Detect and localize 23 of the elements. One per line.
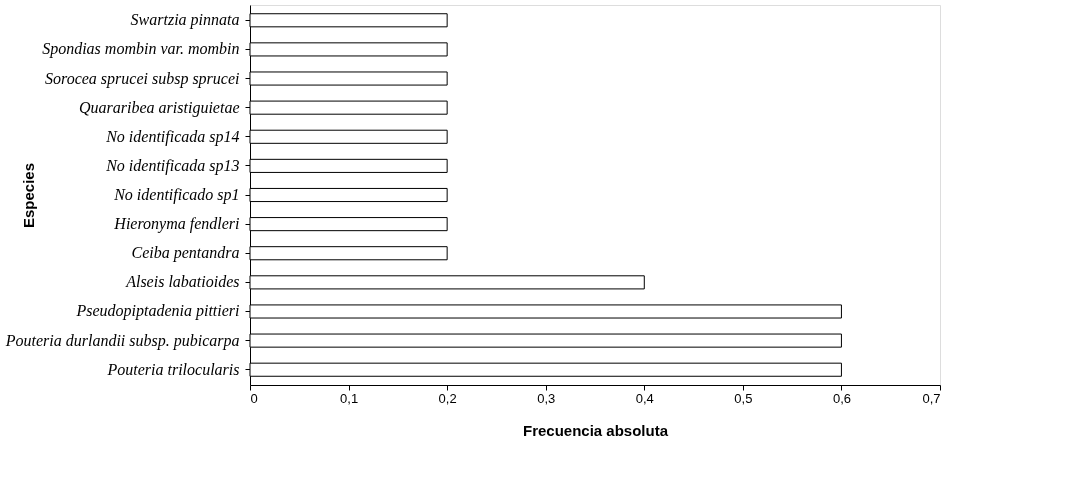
y-tick-label: Pseudopiptadenia pittieri bbox=[75, 302, 240, 321]
y-tick-label: Pouteria trilocularis bbox=[106, 360, 240, 378]
y-tick-label: No identificado sp1 bbox=[113, 186, 240, 204]
x-tick-label: 0,4 bbox=[635, 390, 654, 406]
x-tick-label: 0,5 bbox=[734, 390, 753, 406]
x-tick-label: 0,2 bbox=[438, 390, 457, 406]
x-tick-label: 0,1 bbox=[340, 390, 359, 406]
y-tick-label: No identificada sp13 bbox=[105, 156, 240, 175]
y-tick-label: Swartzia pinnata bbox=[130, 11, 240, 30]
y-tick-label: Hieronyma fendleri bbox=[113, 215, 240, 234]
y-tick-label: Quararibea aristiguietae bbox=[79, 98, 240, 117]
x-axis-title: Frecuencia absoluta bbox=[522, 421, 669, 439]
x-tick-label: 0,3 bbox=[537, 390, 556, 406]
y-tick-label: Ceiba pentandra bbox=[131, 244, 240, 263]
y-tick-label: Sorocea sprucei subsp sprucei bbox=[45, 69, 240, 88]
y-tick-label: Pouteria durlandii subsp. pubicarpa bbox=[4, 331, 240, 350]
y-tick-label: No identificada sp14 bbox=[105, 127, 240, 146]
y-tick-label: Spondias mombin var. mombin bbox=[42, 40, 240, 59]
y-tick-label: Alseis labatioides bbox=[125, 273, 240, 291]
x-tick-label: 0,6 bbox=[832, 390, 851, 406]
x-tick-label: 0 bbox=[250, 390, 258, 406]
y-axis-title: Especies bbox=[19, 162, 37, 229]
x-tick-label: 0,7 bbox=[922, 390, 941, 406]
